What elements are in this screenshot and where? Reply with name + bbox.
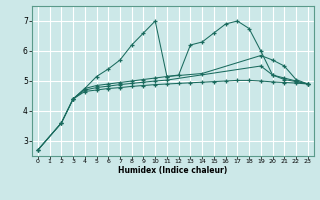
X-axis label: Humidex (Indice chaleur): Humidex (Indice chaleur) — [118, 166, 228, 175]
